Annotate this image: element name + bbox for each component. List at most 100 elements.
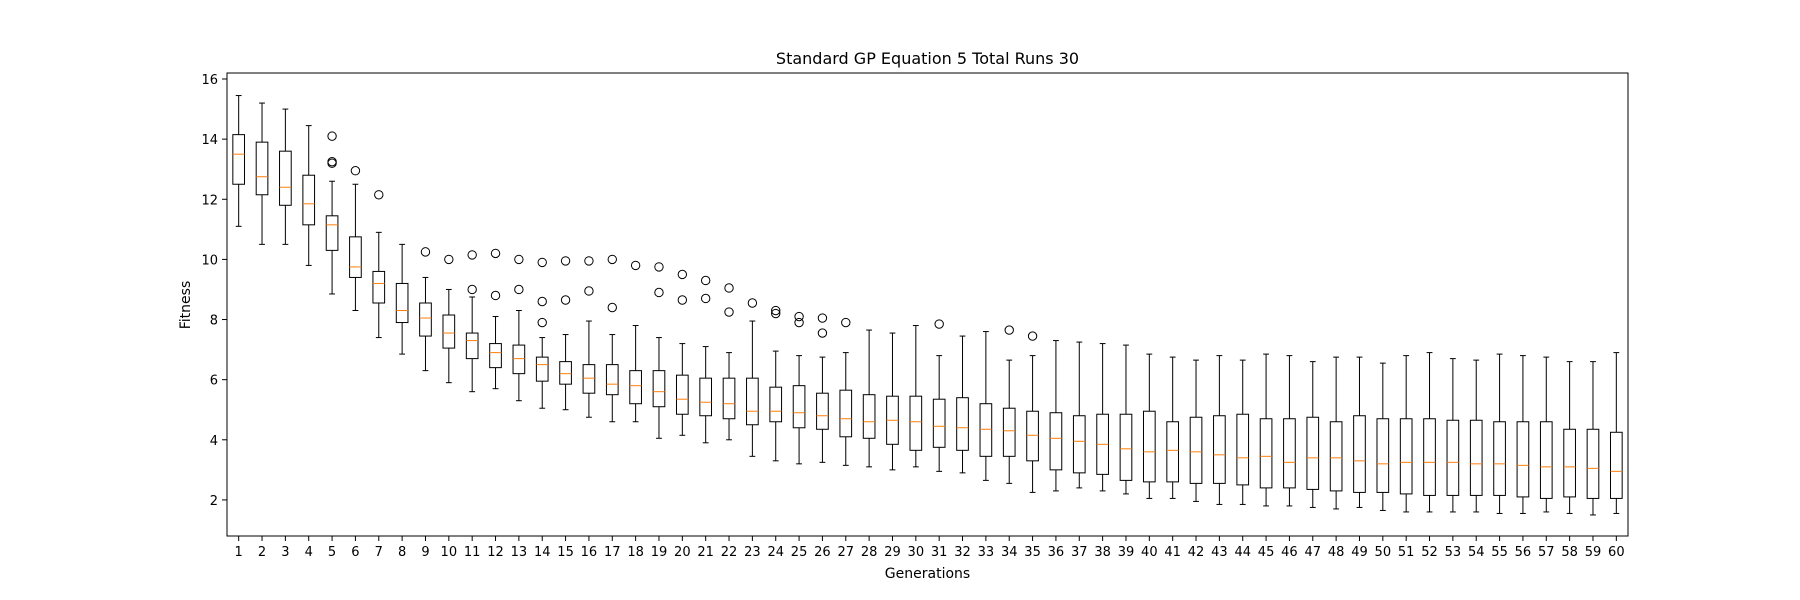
y-tick-label: 16: [201, 73, 218, 88]
outlier-point: [794, 311, 804, 322]
x-tick-label: 16: [581, 545, 598, 560]
iqr-box: [1493, 421, 1506, 496]
iqr-box: [652, 370, 666, 408]
x-tick-label: 13: [511, 545, 528, 560]
outlier-point: [677, 295, 688, 305]
outlier-point: [537, 296, 547, 307]
iqr-box: [816, 392, 829, 430]
outlier-point: [584, 256, 594, 266]
iqr-box: [535, 356, 549, 382]
y-tick-label: 6: [210, 374, 218, 389]
iqr-box: [746, 377, 759, 426]
iqr-box: [559, 361, 572, 385]
iqr-box: [1142, 410, 1156, 483]
iqr-box: [1399, 418, 1413, 495]
iqr-box: [839, 389, 853, 438]
x-tick-label: 14: [534, 545, 551, 560]
x-tick-label: 44: [1234, 545, 1251, 560]
iqr-box: [325, 215, 339, 251]
x-tick-label: 1: [235, 545, 243, 560]
y-tick-label: 12: [201, 193, 218, 208]
x-axis-label: Generations: [885, 566, 970, 582]
iqr-box: [232, 134, 246, 185]
x-tick-label: 41: [1164, 545, 1181, 560]
x-tick-label: 59: [1585, 545, 1602, 560]
y-tick-label: 10: [201, 253, 218, 268]
x-tick-label: 42: [1188, 545, 1205, 560]
x-tick-label: 48: [1328, 545, 1345, 560]
outlier-point: [794, 317, 804, 328]
iqr-box: [489, 343, 502, 369]
x-tick-label: 47: [1305, 545, 1322, 560]
x-tick-label: 9: [421, 545, 429, 560]
x-tick-label: 22: [721, 545, 738, 560]
outlier-point: [560, 256, 571, 266]
iqr-box: [1002, 407, 1016, 457]
x-tick-label: 21: [697, 545, 714, 560]
y-tick-label: 4: [210, 434, 218, 449]
x-tick-label: 28: [861, 545, 878, 560]
iqr-box: [582, 364, 596, 394]
x-tick-label: 36: [1048, 545, 1065, 560]
outlier-point: [560, 295, 571, 305]
iqr-box: [629, 370, 642, 405]
x-tick-label: 33: [978, 545, 995, 560]
x-tick-label: 15: [557, 545, 574, 560]
x-tick-label: 20: [674, 545, 691, 560]
outlier-point: [700, 275, 711, 286]
iqr-box: [1259, 418, 1273, 489]
iqr-box: [605, 364, 619, 396]
iqr-box: [1376, 418, 1390, 493]
iqr-box: [909, 395, 923, 451]
iqr-box: [722, 377, 736, 420]
x-tick-label: 56: [1515, 545, 1532, 560]
iqr-box: [675, 374, 689, 415]
iqr-box: [979, 403, 993, 457]
iqr-box: [512, 344, 526, 375]
iqr-box: [1469, 419, 1483, 496]
outlier-point: [444, 254, 454, 265]
iqr-box: [419, 302, 432, 337]
y-tick-label: 2: [210, 494, 218, 509]
x-tick-label: 37: [1071, 545, 1088, 560]
iqr-box: [255, 141, 269, 196]
iqr-box: [1026, 410, 1039, 462]
x-tick-label: 40: [1141, 545, 1158, 560]
y-tick-label: 14: [201, 133, 218, 148]
iqr-box: [862, 394, 876, 439]
outlier-point: [724, 307, 734, 317]
x-tick-label: 3: [281, 545, 289, 560]
iqr-box: [1213, 415, 1226, 484]
x-tick-label: 46: [1281, 545, 1298, 560]
x-tick-label: 45: [1258, 545, 1275, 560]
x-tick-label: 55: [1491, 545, 1508, 560]
outlier-point: [934, 319, 944, 329]
iqr-box: [932, 398, 946, 448]
iqr-box: [395, 282, 409, 324]
outlier-point: [537, 317, 547, 328]
x-tick-label: 53: [1445, 545, 1462, 560]
x-tick-label: 26: [814, 545, 831, 560]
x-tick-label: 38: [1094, 545, 1111, 560]
iqr-box: [1563, 428, 1576, 498]
iqr-box: [465, 332, 479, 360]
x-tick-label: 11: [464, 545, 481, 560]
iqr-box: [1423, 418, 1436, 496]
x-tick-label: 17: [604, 545, 621, 560]
x-tick-label: 43: [1211, 545, 1228, 560]
iqr-box: [792, 385, 806, 429]
outlier-point: [350, 166, 361, 176]
x-tick-label: 25: [791, 545, 808, 560]
outlier-point: [327, 131, 337, 141]
iqr-box: [1446, 419, 1460, 496]
x-tick-label: 58: [1561, 545, 1578, 560]
iqr-box: [1072, 415, 1086, 474]
x-tick-label: 2: [258, 545, 266, 560]
iqr-box: [1049, 412, 1063, 471]
iqr-box: [956, 397, 969, 451]
x-tick-label: 7: [375, 545, 383, 560]
outlier-point: [677, 269, 688, 280]
x-tick-label: 52: [1421, 545, 1438, 560]
